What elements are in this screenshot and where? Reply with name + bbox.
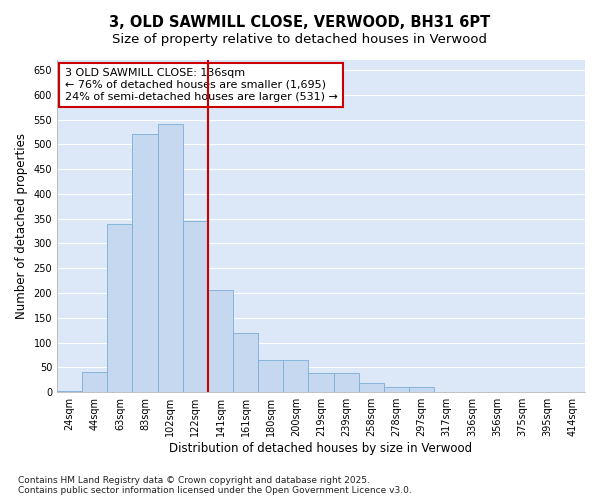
- Bar: [334, 374, 359, 392]
- Bar: [409, 387, 434, 392]
- Bar: [107, 224, 133, 392]
- Y-axis label: Number of detached properties: Number of detached properties: [15, 133, 28, 319]
- Bar: [233, 332, 258, 392]
- Bar: [283, 360, 308, 392]
- Bar: [384, 387, 409, 392]
- Bar: [82, 372, 107, 392]
- Text: Contains HM Land Registry data © Crown copyright and database right 2025.
Contai: Contains HM Land Registry data © Crown c…: [18, 476, 412, 495]
- Bar: [258, 360, 283, 392]
- Bar: [308, 374, 334, 392]
- X-axis label: Distribution of detached houses by size in Verwood: Distribution of detached houses by size …: [169, 442, 473, 455]
- Bar: [158, 124, 183, 392]
- Text: 3, OLD SAWMILL CLOSE, VERWOOD, BH31 6PT: 3, OLD SAWMILL CLOSE, VERWOOD, BH31 6PT: [109, 15, 491, 30]
- Bar: [183, 221, 208, 392]
- Text: 3 OLD SAWMILL CLOSE: 136sqm
← 76% of detached houses are smaller (1,695)
24% of : 3 OLD SAWMILL CLOSE: 136sqm ← 76% of det…: [65, 68, 338, 102]
- Bar: [208, 290, 233, 392]
- Text: Size of property relative to detached houses in Verwood: Size of property relative to detached ho…: [113, 32, 487, 46]
- Bar: [359, 384, 384, 392]
- Bar: [57, 391, 82, 392]
- Bar: [133, 134, 158, 392]
